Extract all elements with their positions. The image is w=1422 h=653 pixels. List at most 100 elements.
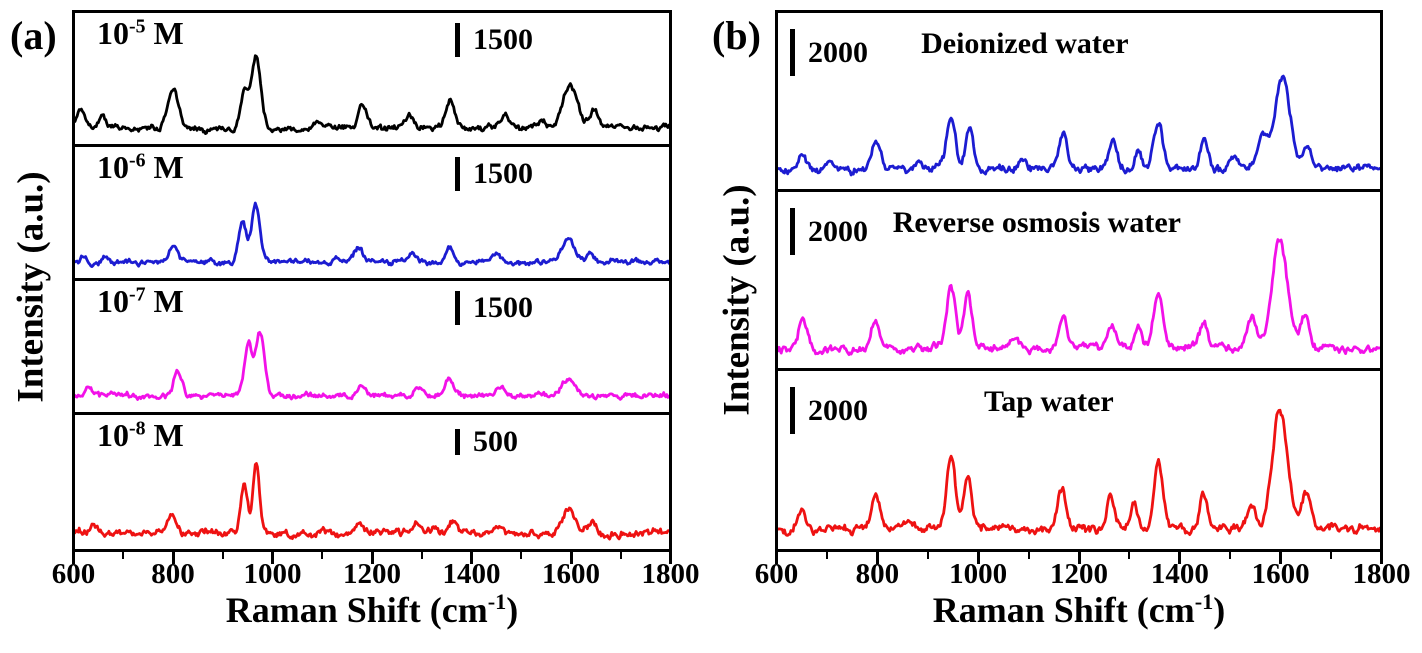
intensity-scale-bar: 2000 [790,29,868,76]
x-major-tick [171,552,175,564]
x-tick-label: 800 [855,558,900,590]
x-major-tick [1178,552,1182,564]
x-minor-tick [1229,552,1232,559]
y-axis-label-b: Intensity (a.u.) [716,184,758,416]
x-axis-tick-labels-b: 600 800 1000 1200 1400 1600 1800 [755,558,1411,592]
x-tick-label: 800 [151,558,195,590]
panel-a-row-1e-5M: 10-5 M 1500 [75,13,669,147]
spectrum-line-1e-6M [75,201,669,268]
x-major-tick [1279,552,1283,564]
x-minor-tick [221,552,224,559]
x-major-tick [370,552,374,564]
scale-bar-value: 2000 [808,393,868,427]
panel-b-row-tap-water: 2000 Tap water [778,371,1380,549]
scale-bar-line [790,208,795,255]
x-tick-label: 1000 [243,558,302,590]
spectrum-line-1e-8M [75,462,669,541]
x-minor-tick [1330,552,1333,559]
intensity-scale-bar: 1500 [455,291,533,325]
y-axis-label-a: Intensity (a.u.) [10,171,52,403]
x-tick-label: 1600 [1251,558,1310,590]
x-major-tick [72,552,75,564]
x-minor-tick [520,552,523,559]
panel-a-row-1e-6M: 10-6 M 1500 [75,147,669,281]
spectrum-polyline [75,331,669,401]
panel-b-tag: (b) [712,13,761,58]
x-major-tick [470,552,473,564]
x-major-tick [976,552,980,564]
x-minor-tick [926,552,929,559]
x-axis-ticks-a [72,552,672,568]
x-minor-tick [420,552,423,559]
scale-bar-value: 500 [473,425,518,458]
x-minor-tick [1128,552,1131,559]
x-tick-label: 1800 [1352,558,1411,590]
x-major-tick [1380,552,1383,564]
spectrum-title: Tap water [984,385,1114,418]
scale-bar-value: 1500 [473,291,533,324]
concentration-label: 10-5 M [97,15,184,51]
spectrum-polyline [778,408,1380,537]
scale-bar-line [455,429,460,455]
spectrum-line-tap-water [778,408,1380,537]
intensity-scale-bar: 2000 [790,208,868,255]
x-tick-label: 1400 [442,558,501,590]
x-tick-label: 600 [754,558,799,590]
spectrum-polyline [75,201,669,268]
x-tick-label: 1400 [1150,558,1209,590]
spectrum-polyline [778,74,1380,177]
spectrum-line-reverse-osmosis-water [778,238,1380,357]
spectrum-title: Reverse osmosis water [892,206,1181,239]
x-major-tick [271,552,274,564]
spectrum-line-1e-5M [75,54,669,135]
panel-b-row-reverse-osmosis-water: 2000 Reverse osmosis water [778,192,1380,371]
x-major-tick [1077,552,1081,564]
x-minor-tick [825,552,828,559]
x-axis-ticks-b [775,552,1383,568]
x-major-tick [875,552,879,564]
scale-bar-line [790,387,795,434]
panel-b-row-deionized-water: 2000 Deionized water [778,13,1380,192]
x-minor-tick [122,552,125,559]
spectrum-polyline [75,462,669,541]
x-minor-tick [1027,552,1030,559]
concentration-label: 10-7 M [97,283,184,319]
spectrum-line-deionized-water [778,74,1380,177]
scale-bar-value: 1500 [473,23,533,56]
panel-a-row-1e-8M: 10-8 M 500 [75,415,669,549]
scale-bar-value: 1500 [473,157,533,190]
spectrum-line-1e-7M [75,331,669,401]
panel-b-plot: 2000 Deionized water 2000 Reverse osmosi… [775,10,1383,552]
intensity-scale-bar: 1500 [455,157,533,191]
x-axis-label-b: Raman Shift (cm-1) [932,589,1226,630]
concentration-label: 10-8 M [97,417,184,453]
scale-bar-value: 2000 [808,214,868,248]
concentration-label: 10-6 M [97,149,184,185]
panel-a-plot: 10-5 M 1500 10-6 M 1500 10-7 M 1500 10-8… [72,10,672,552]
x-tick-label: 1200 [343,558,401,590]
x-major-tick [669,552,672,564]
scale-bar-value: 2000 [808,35,868,69]
panel-a-tag: (a) [10,13,57,58]
x-tick-label: 1000 [949,558,1008,590]
x-tick-label: 1800 [641,558,700,590]
scale-bar-line [455,291,460,325]
x-major-tick [775,552,778,564]
x-major-tick [569,552,573,564]
intensity-scale-bar: 500 [455,425,518,459]
x-axis-tick-labels-a: 600 800 1000 1200 1400 1600 1800 [52,558,700,592]
intensity-scale-bar: 2000 [790,387,868,434]
intensity-scale-bar: 1500 [455,23,533,57]
x-tick-label: 1600 [542,558,600,590]
spectrum-polyline [778,238,1380,357]
x-minor-tick [321,552,324,559]
panel-a-row-1e-7M: 10-7 M 1500 [75,281,669,415]
x-tick-label: 1200 [1050,558,1108,590]
x-axis-label-a: Raman Shift (cm-1) [225,589,519,630]
scale-bar-line [455,23,460,57]
spectrum-title: Deionized water [921,27,1129,60]
scale-bar-line [455,157,460,191]
x-minor-tick [619,552,622,559]
x-tick-label: 600 [51,558,96,590]
scale-bar-line [790,29,795,76]
